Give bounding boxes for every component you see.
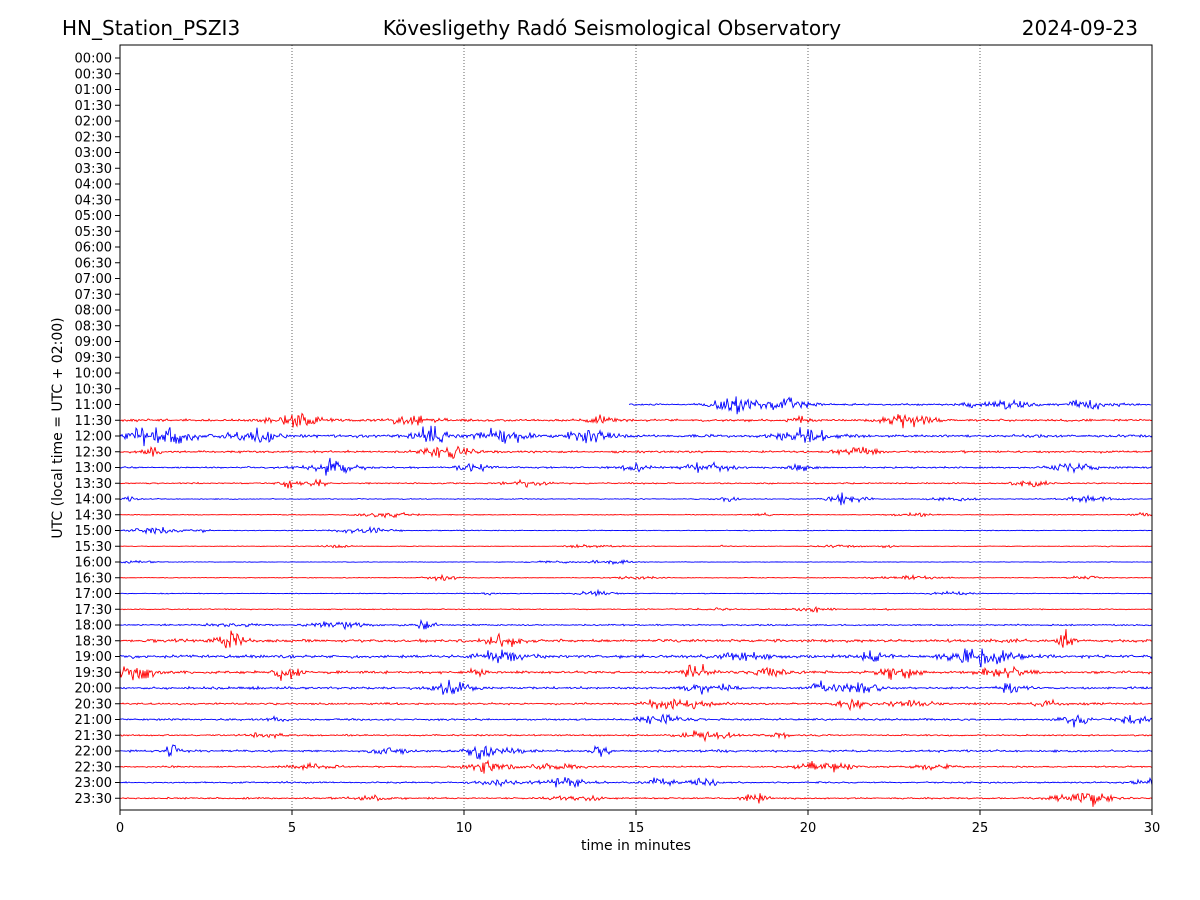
seismic-traces (119, 396, 1153, 807)
trace-2100 (119, 713, 1153, 728)
trace-1330 (119, 478, 1153, 489)
y-tick-label: 02:00 (75, 115, 112, 130)
y-tick-label: 03:00 (75, 146, 112, 161)
y-tick-label: 22:00 (75, 745, 112, 760)
trace-2200 (119, 744, 1153, 760)
y-tick-label: 15:00 (75, 524, 112, 539)
x-tick-label: 25 (972, 821, 989, 836)
trace-1500 (119, 525, 1153, 535)
y-tick-label: 23:00 (75, 776, 112, 791)
y-tick-label: 08:30 (75, 319, 112, 334)
y-tick-label: 18:00 (75, 619, 112, 634)
y-tick-label: 03:30 (75, 162, 112, 177)
y-tick-label: 09:00 (75, 335, 112, 350)
x-axis-label: time in minutes (581, 838, 691, 854)
trace-2000 (119, 679, 1153, 695)
trace-1300 (119, 457, 1153, 476)
y-tick-label: 13:30 (75, 477, 112, 492)
trace-1730 (119, 606, 1153, 613)
y-tick-label: 13:00 (75, 461, 112, 476)
trace-2230 (119, 759, 1153, 774)
y-tick-label: 22:30 (75, 760, 112, 775)
y-tick-label: 14:30 (75, 508, 112, 523)
y-tick-label: 09:30 (75, 351, 112, 366)
trace-1900 (119, 648, 1153, 668)
trace-1200 (119, 425, 1153, 447)
y-tick-label: 11:30 (75, 414, 112, 429)
y-tick-label: 02:30 (75, 130, 112, 145)
trace-1800 (119, 618, 1153, 631)
y-tick-label: 00:30 (75, 67, 112, 82)
trace-1830 (119, 629, 1153, 649)
trace-1100 (628, 396, 1152, 415)
trace-2130 (119, 730, 1153, 743)
y-tick-label: 17:30 (75, 603, 112, 618)
trace-1230 (119, 445, 1153, 460)
x-tick-label: 30 (1144, 821, 1161, 836)
y-tick-label: 21:30 (75, 729, 112, 744)
y-tick-label: 15:30 (75, 540, 112, 555)
trace-1530 (119, 543, 1153, 549)
station-title: HN_Station_PSZI3 (62, 16, 240, 40)
trace-1930 (119, 664, 1153, 681)
observatory-title: Kövesligethy Radó Seismological Observat… (383, 16, 841, 40)
y-tick-label: 01:00 (75, 83, 112, 98)
y-tick-label: 04:30 (75, 193, 112, 208)
y-tick-label: 12:30 (75, 445, 112, 460)
trace-1630 (119, 573, 1153, 582)
y-tick-label: 07:00 (75, 272, 112, 287)
y-tick-label: 20:30 (75, 697, 112, 712)
y-tick-label: 19:30 (75, 666, 112, 681)
trace-1700 (119, 588, 1153, 597)
y-tick-label: 14:00 (75, 493, 112, 508)
x-axis: 0 5 10 15 20 25 30 (116, 810, 1160, 836)
y-tick-label: 06:00 (75, 241, 112, 256)
grid-lines (291, 45, 981, 810)
y-tick-label: 12:00 (75, 430, 112, 445)
trace-1600 (119, 559, 1153, 566)
y-tick-label: 17:00 (75, 587, 112, 602)
y-tick-label: 11:00 (75, 398, 112, 413)
y-tick-label: 07:30 (75, 288, 112, 303)
x-tick-label: 20 (800, 821, 817, 836)
y-tick-label: 18:30 (75, 634, 112, 649)
trace-1430 (119, 511, 1153, 519)
y-tick-label: 10:00 (75, 367, 112, 382)
y-tick-label: 04:00 (75, 178, 112, 193)
y-tick-label: 16:30 (75, 571, 112, 586)
y-tick-label: 20:00 (75, 682, 112, 697)
date-title: 2024-09-23 (1022, 16, 1138, 40)
y-tick-label: 23:30 (75, 792, 112, 807)
trace-1130 (119, 412, 1153, 429)
y-tick-label: 08:00 (75, 304, 112, 319)
x-tick-label: 5 (288, 821, 296, 836)
y-tick-label: 05:00 (75, 209, 112, 224)
y-tick-label: 06:30 (75, 256, 112, 271)
y-axis-label: UTC (local time = UTC + 02:00) (50, 317, 66, 538)
trace-2300 (119, 776, 1153, 789)
y-tick-label: 21:00 (75, 713, 112, 728)
y-tick-label: 01:30 (75, 99, 112, 114)
y-tick-label: 00:00 (75, 52, 112, 67)
y-tick-label: 10:30 (75, 382, 112, 397)
x-tick-label: 0 (116, 821, 124, 836)
y-tick-label: 05:30 (75, 225, 112, 240)
y-tick-label: 16:00 (75, 556, 112, 571)
trace-1400 (119, 492, 1153, 506)
trace-2030 (119, 698, 1153, 712)
trace-2330 (119, 792, 1153, 807)
y-tick-label: 19:00 (75, 650, 112, 665)
x-tick-label: 15 (628, 821, 645, 836)
y-axis: 00:0000:3001:0001:3002:0002:3003:0003:30… (75, 52, 120, 807)
x-tick-label: 10 (456, 821, 473, 836)
